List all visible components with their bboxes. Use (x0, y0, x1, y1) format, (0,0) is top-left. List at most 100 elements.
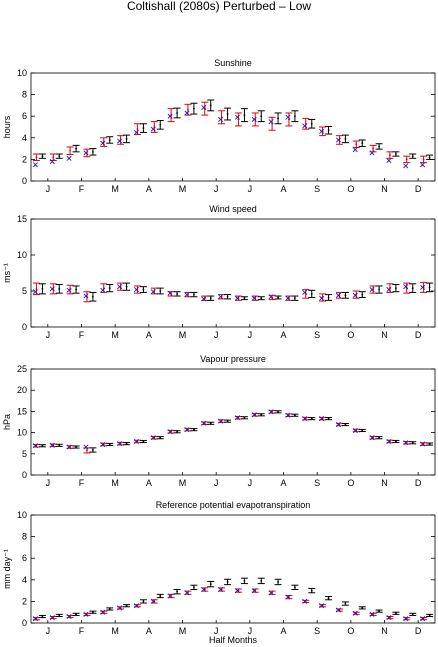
x-tick-label: O (347, 626, 354, 636)
y-tick-label: 10 (17, 510, 27, 520)
data-point (243, 114, 246, 117)
cross-marker (133, 129, 139, 135)
data-point (75, 613, 77, 616)
data-point (58, 155, 61, 158)
panel-4: Reference potential evapotranspiration mm… (2, 500, 436, 636)
data-point (142, 288, 145, 291)
data-point (193, 293, 195, 296)
cross-marker (268, 119, 274, 125)
data-point (389, 154, 391, 156)
data-point (159, 595, 162, 597)
cross-marker (133, 603, 139, 609)
cross-marker (218, 116, 224, 122)
data-point (294, 115, 296, 118)
data-point (176, 112, 178, 114)
data-point (277, 581, 279, 583)
data-point (125, 285, 128, 288)
y-tick-label: 4 (22, 133, 27, 143)
cross-marker (167, 429, 173, 435)
cross-marker (167, 593, 173, 599)
data-point (294, 297, 296, 300)
data-point (428, 614, 431, 617)
data-point (395, 440, 397, 443)
y-tick-label: 2 (22, 154, 27, 164)
figure-title: Coltishall (2080s) Perturbed – Low (127, 0, 311, 13)
x-tick-label: J (46, 626, 51, 636)
y-axis-label: mm day⁻¹ (2, 549, 12, 589)
cross-marker (285, 594, 291, 600)
series-3 (32, 284, 426, 302)
data-point (35, 156, 38, 159)
data-point (125, 442, 128, 445)
cross-marker (184, 590, 190, 596)
series-1 (32, 587, 428, 621)
data-point (69, 149, 71, 152)
data-point (226, 581, 229, 583)
cross-marker (335, 422, 341, 428)
panel-3: Vapour pressure hPa 0 5 10 15 20 25 J F M A M J J A S O N D (2, 354, 436, 488)
data-point (41, 155, 44, 158)
cross-marker (335, 607, 341, 613)
y-tick-label: 2 (22, 596, 27, 606)
cross-marker (49, 442, 55, 448)
data-point (277, 296, 279, 299)
data-point (41, 615, 44, 618)
cross-marker (100, 609, 106, 615)
x-tick-label: O (347, 184, 354, 194)
data-point (277, 410, 279, 413)
cross-marker (66, 444, 72, 450)
cross-marker (83, 150, 89, 156)
data-point (108, 139, 111, 141)
data-point (411, 155, 414, 158)
data-point (260, 297, 263, 300)
cross-marker (201, 296, 207, 302)
series-3 (32, 409, 426, 450)
cross-marker (369, 150, 375, 156)
data-point (176, 590, 178, 593)
data-point (294, 586, 296, 589)
data-point (361, 142, 364, 145)
panel-2: Wind speed ms⁻¹ 0 5 10 15 J F M A M J J A S O N D (2, 204, 436, 340)
data-point (176, 292, 178, 295)
data-point (243, 297, 246, 300)
data-point (378, 610, 380, 613)
data-point (142, 127, 145, 129)
x-tick-label: J (248, 478, 253, 488)
data-point (378, 288, 380, 291)
x-tick-label: M (111, 626, 119, 636)
x-tick-label: A (280, 478, 286, 488)
data-point (136, 128, 139, 131)
data-point (327, 296, 330, 299)
x-tick-label: N (381, 478, 388, 488)
cross-marker (386, 615, 392, 621)
y-axis-label: ms⁻¹ (2, 263, 12, 283)
panel-title: Vapour pressure (200, 354, 266, 364)
cross-marker (403, 163, 409, 169)
cross-marker (352, 292, 358, 298)
data-point (395, 287, 397, 290)
cross-marker (285, 114, 291, 120)
cross-marker (32, 289, 38, 295)
cross-marker (386, 157, 392, 163)
data-point (92, 611, 94, 614)
panel-title: Sunshine (214, 58, 252, 68)
data-point (209, 297, 212, 300)
series-1 (32, 410, 428, 454)
cross-marker (386, 438, 392, 445)
cross-marker (302, 598, 308, 604)
axes-box (30, 218, 436, 328)
x-tick-label: F (79, 478, 85, 488)
cross-marker (319, 128, 325, 134)
y-tick-label: 5 (22, 449, 27, 459)
cross-marker (66, 287, 72, 293)
x-tick-label: J (46, 184, 51, 194)
data-point (361, 606, 364, 609)
data-point (344, 423, 347, 426)
y-axis-label: hours (2, 115, 12, 138)
cross-marker (184, 292, 190, 298)
x-tick-label: M (179, 184, 187, 194)
x-tick-label: J (248, 626, 253, 636)
data-point (52, 156, 55, 159)
data-point (226, 420, 229, 423)
cross-marker (285, 295, 291, 301)
